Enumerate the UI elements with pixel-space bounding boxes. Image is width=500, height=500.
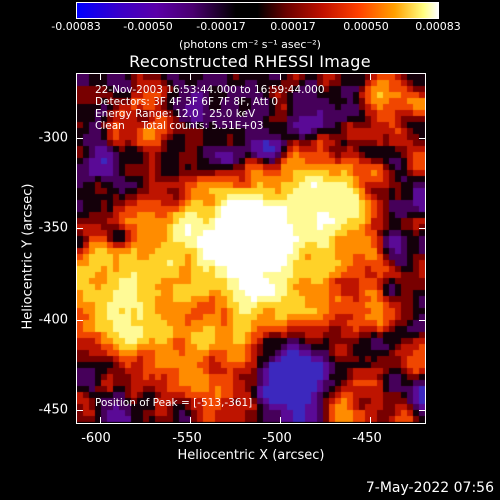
plot-datestamp: 7-May-2022 07:56	[365, 480, 494, 496]
rhessi-image-panel: 22-Nov-2003 16:53:44.000 to 16:59:44.000…	[76, 73, 426, 424]
x-tick-mark	[370, 74, 371, 80]
colorbar-tick: -0.00017	[196, 20, 246, 33]
y-tick-label: -400	[38, 312, 68, 328]
y-tick-mark	[419, 320, 425, 321]
y-tick-mark	[77, 138, 83, 139]
x-tick-mark	[100, 74, 101, 80]
colorbar-tick: -0.00083	[51, 20, 101, 33]
colorbar-unit: (photons cm⁻² s⁻¹ asec⁻²)	[179, 38, 321, 51]
x-tick-label: -550	[172, 431, 202, 446]
y-tick-mark	[77, 228, 83, 229]
y-tick-label: -450	[38, 402, 68, 418]
y-tick-mark	[419, 228, 425, 229]
x-tick-mark	[190, 74, 191, 80]
x-tick-mark	[280, 417, 281, 423]
y-tick-mark	[419, 138, 425, 139]
info-energy-range: Energy Range: 12.0 - 25.0 keV	[95, 108, 256, 120]
info-clean-counts: Clean Total counts: 5.51E+03	[95, 120, 264, 132]
x-tick-mark	[280, 74, 281, 80]
peak-position: Position of Peak = [-513,-361]	[95, 397, 253, 409]
y-axis-label: Heliocentric Y (arcsec)	[20, 183, 36, 330]
x-tick-label: -600	[81, 431, 111, 446]
x-tick-label: -500	[262, 431, 292, 446]
x-tick-mark	[370, 417, 371, 423]
y-tick-mark	[77, 320, 83, 321]
rhessi-flux-map	[77, 74, 425, 423]
x-tick-label: -450	[352, 431, 382, 446]
info-detectors: Detectors: 3F 4F 5F 6F 7F 8F, Att 0	[95, 96, 279, 108]
colorbar	[76, 2, 439, 19]
x-tick-mark	[190, 417, 191, 423]
x-tick-mark	[100, 417, 101, 423]
image-title: Reconstructed RHESSI Image	[129, 52, 371, 71]
colorbar-tick: 0.00017	[270, 20, 316, 33]
colorbar-tick: -0.00050	[123, 20, 173, 33]
x-axis-label: Heliocentric X (arcsec)	[177, 448, 325, 463]
y-tick-label: -350	[38, 220, 68, 236]
info-time-range: 22-Nov-2003 16:53:44.000 to 16:59:44.000	[95, 84, 325, 96]
y-tick-mark	[419, 410, 425, 411]
y-tick-label: -300	[38, 130, 68, 146]
y-tick-mark	[77, 410, 83, 411]
colorbar-tick: 0.00083	[415, 20, 461, 33]
colorbar-tick: 0.00050	[343, 20, 389, 33]
